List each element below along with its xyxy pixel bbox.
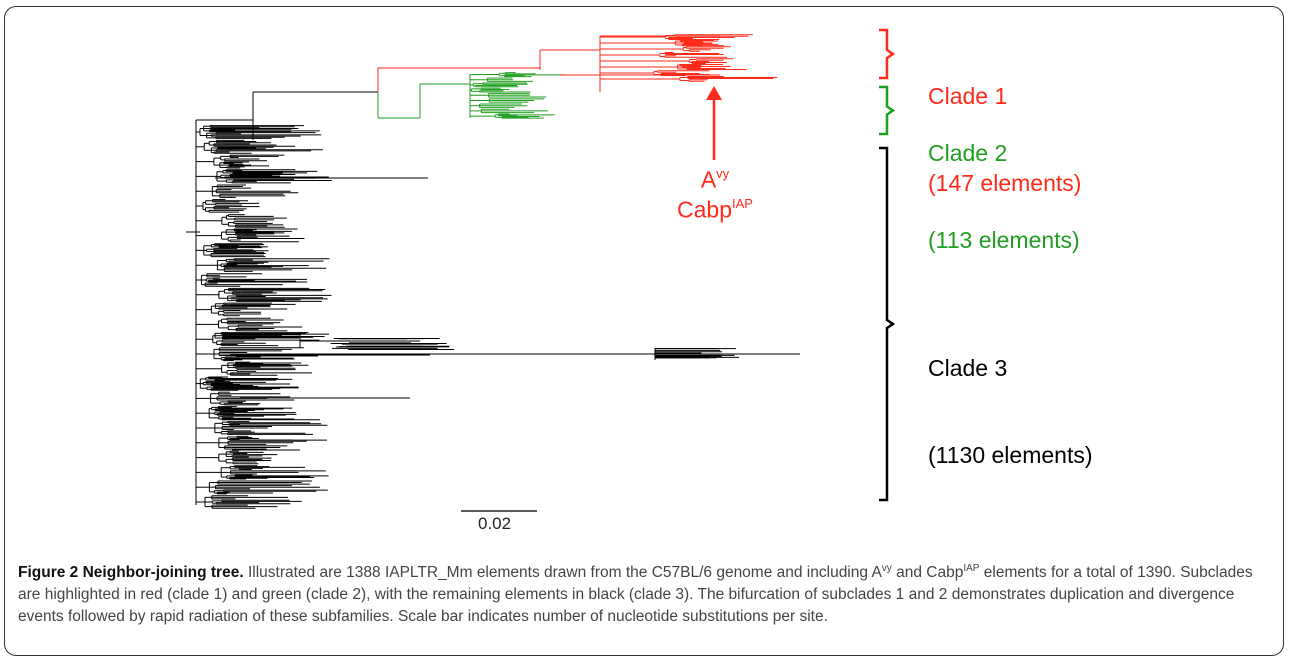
clade-1-count: (147 elements) bbox=[928, 170, 1082, 196]
clade-2-name: Clade 2 bbox=[928, 140, 1008, 166]
scale-bar-label: 0.02 bbox=[478, 514, 512, 533]
clade-1-label: Clade 1 (147 elements) bbox=[928, 24, 1081, 227]
clade-brackets bbox=[879, 28, 896, 502]
clade-3-count: (1130 elements) bbox=[928, 442, 1093, 468]
clade-3-label: Clade 3 (1130 elements) bbox=[928, 296, 1093, 499]
clade-1-name: Clade 1 bbox=[928, 83, 1008, 109]
caption-text: Illustrated are 1388 IAPLTR_Mm elements … bbox=[243, 564, 882, 582]
avy-marker-label: Avy bbox=[700, 166, 730, 193]
clade-2-label: Clade 2 (113 elements) bbox=[928, 81, 1080, 284]
clade-3-branches bbox=[186, 91, 800, 509]
marker-arrow bbox=[706, 86, 722, 160]
figure-frame bbox=[4, 6, 1284, 656]
figure-caption: Figure 2 Neighbor-joining tree. Illustra… bbox=[18, 563, 1253, 626]
clade-2-branches bbox=[377, 72, 565, 119]
clade-2-count: (113 elements) bbox=[928, 227, 1080, 253]
caption-figure-label: Figure 2 bbox=[18, 564, 79, 582]
phylogenetic-tree bbox=[186, 28, 896, 512]
caption-title: Neighbor-joining tree. bbox=[82, 564, 244, 582]
clade-3-name: Clade 3 bbox=[928, 355, 1008, 381]
cabp-marker-label: CabpIAP bbox=[677, 196, 753, 223]
clade-1-branches bbox=[377, 34, 778, 92]
